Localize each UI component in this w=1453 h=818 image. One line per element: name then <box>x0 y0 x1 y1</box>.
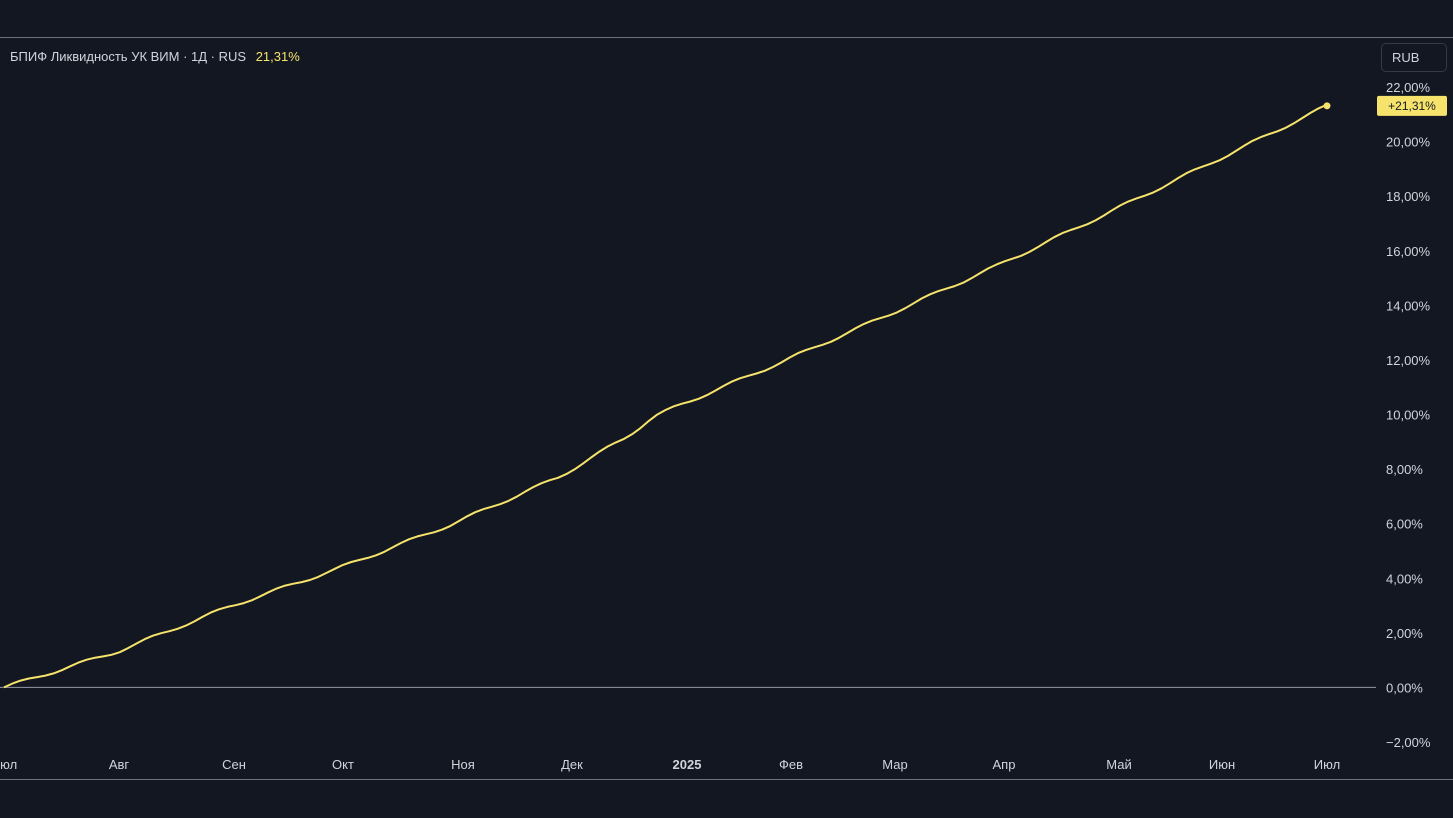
x-tick-label: Июл <box>0 757 17 772</box>
x-tick-label: Июн <box>1209 757 1235 772</box>
y-tick-label: 18,00% <box>1386 189 1431 204</box>
x-tick-label: Сен <box>222 757 246 772</box>
last-point-marker <box>1323 102 1331 110</box>
y-tick-label: 8,00% <box>1386 462 1423 477</box>
y-tick-label: 12,00% <box>1386 353 1431 368</box>
y-tick-label: 20,00% <box>1386 135 1431 150</box>
y-tick-label: 2,00% <box>1386 626 1423 641</box>
last-value-badge-bg <box>1377 95 1447 116</box>
last-value-badge-text: +21,31% <box>1388 99 1436 113</box>
y-tick-label: −2,00% <box>1386 735 1431 750</box>
x-tick-label: Авг <box>109 757 130 772</box>
y-tick-label: 6,00% <box>1386 517 1423 532</box>
x-tick-label: Ноя <box>451 757 475 772</box>
chart-frame <box>0 37 1453 780</box>
instrument-title: БПИФ Ликвидность УК ВИМ · 1Д · RUS <box>10 49 247 64</box>
x-tick-label: Мар <box>882 757 907 772</box>
x-tick-label: Апр <box>993 757 1016 772</box>
y-tick-label: 22,00% <box>1386 80 1431 95</box>
currency-button[interactable]: RUB <box>1381 43 1447 72</box>
y-tick-label: 14,00% <box>1386 298 1431 313</box>
y-tick-label: 0,00% <box>1386 680 1423 695</box>
x-tick-label: Май <box>1106 757 1131 772</box>
x-tick-label: Окт <box>332 757 354 772</box>
y-tick-label: 4,00% <box>1386 571 1423 586</box>
series-line <box>3 103 1328 689</box>
change-value: 21,31% <box>255 49 300 64</box>
x-tick-label: Июл <box>1314 757 1340 772</box>
y-axis[interactable]: 22,00% 20,00% 18,00% 16,00% 14,00% 12,00% 10,0… <box>1386 80 1431 750</box>
x-axis[interactable]: Июл Авг Сен Окт Ноя Дек 2025 Фев Мар Апр Май Июн Июл <box>0 757 1340 772</box>
x-tick-label: 2025 <box>673 757 702 772</box>
last-value-badge: +21,31% <box>1377 95 1447 116</box>
y-tick-label: 16,00% <box>1386 244 1431 259</box>
x-tick-label: Фев <box>779 757 803 772</box>
legend-header: БПИФ Ликвидность УК ВИМ · 1Д · RUS 21,31… <box>10 49 300 64</box>
y-tick-label: 10,00% <box>1386 408 1431 423</box>
x-tick-label: Дек <box>561 757 583 772</box>
